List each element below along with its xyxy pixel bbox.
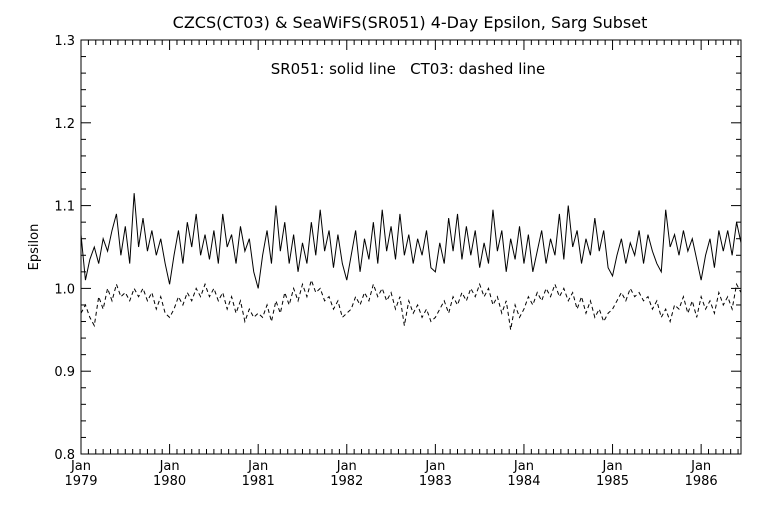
x-tick-month: Jan: [690, 459, 711, 474]
x-tick-year: 1983: [419, 474, 452, 489]
x-tick-month: Jan: [247, 459, 268, 474]
y-tick-label: 1.1: [54, 200, 75, 215]
x-tick-year: 1981: [242, 474, 275, 489]
plot-frame: [80, 39, 742, 455]
x-tick-month: Jan: [336, 459, 357, 474]
y-tick-label: 1.3: [54, 34, 75, 49]
y-tick-label: 1.0: [54, 282, 75, 297]
y-axis-label: Epsilon: [27, 224, 42, 271]
x-tick-year: 1985: [596, 474, 629, 489]
x-tick-year: 1980: [153, 474, 186, 489]
y-tick-label: 0.9: [54, 365, 75, 380]
y-tick-label: 0.8: [54, 448, 75, 463]
axes-layer: 0.80.91.01.11.21.3Jan1979Jan1980Jan1981J…: [54, 34, 741, 489]
x-tick-year: 1979: [64, 474, 97, 489]
x-tick-year: 1986: [685, 474, 718, 489]
legend-text: SR051: solid line CT03: dashed line: [271, 60, 546, 78]
x-tick-month: Jan: [513, 459, 534, 474]
x-tick-year: 1982: [330, 474, 363, 489]
x-tick-month: Jan: [159, 459, 180, 474]
x-tick-month: Jan: [602, 459, 623, 474]
series-line-ct03: [80, 278, 742, 330]
series-layer: [80, 193, 742, 330]
x-tick-month: Jan: [70, 459, 91, 474]
series-line-sr051: [80, 193, 742, 289]
x-tick-year: 1984: [507, 474, 540, 489]
x-tick-month: Jan: [424, 459, 445, 474]
chart-title: CZCS(CT03) & SeaWiFS(SR051) 4-Day Epsilo…: [173, 13, 648, 32]
y-tick-label: 1.2: [54, 117, 75, 132]
